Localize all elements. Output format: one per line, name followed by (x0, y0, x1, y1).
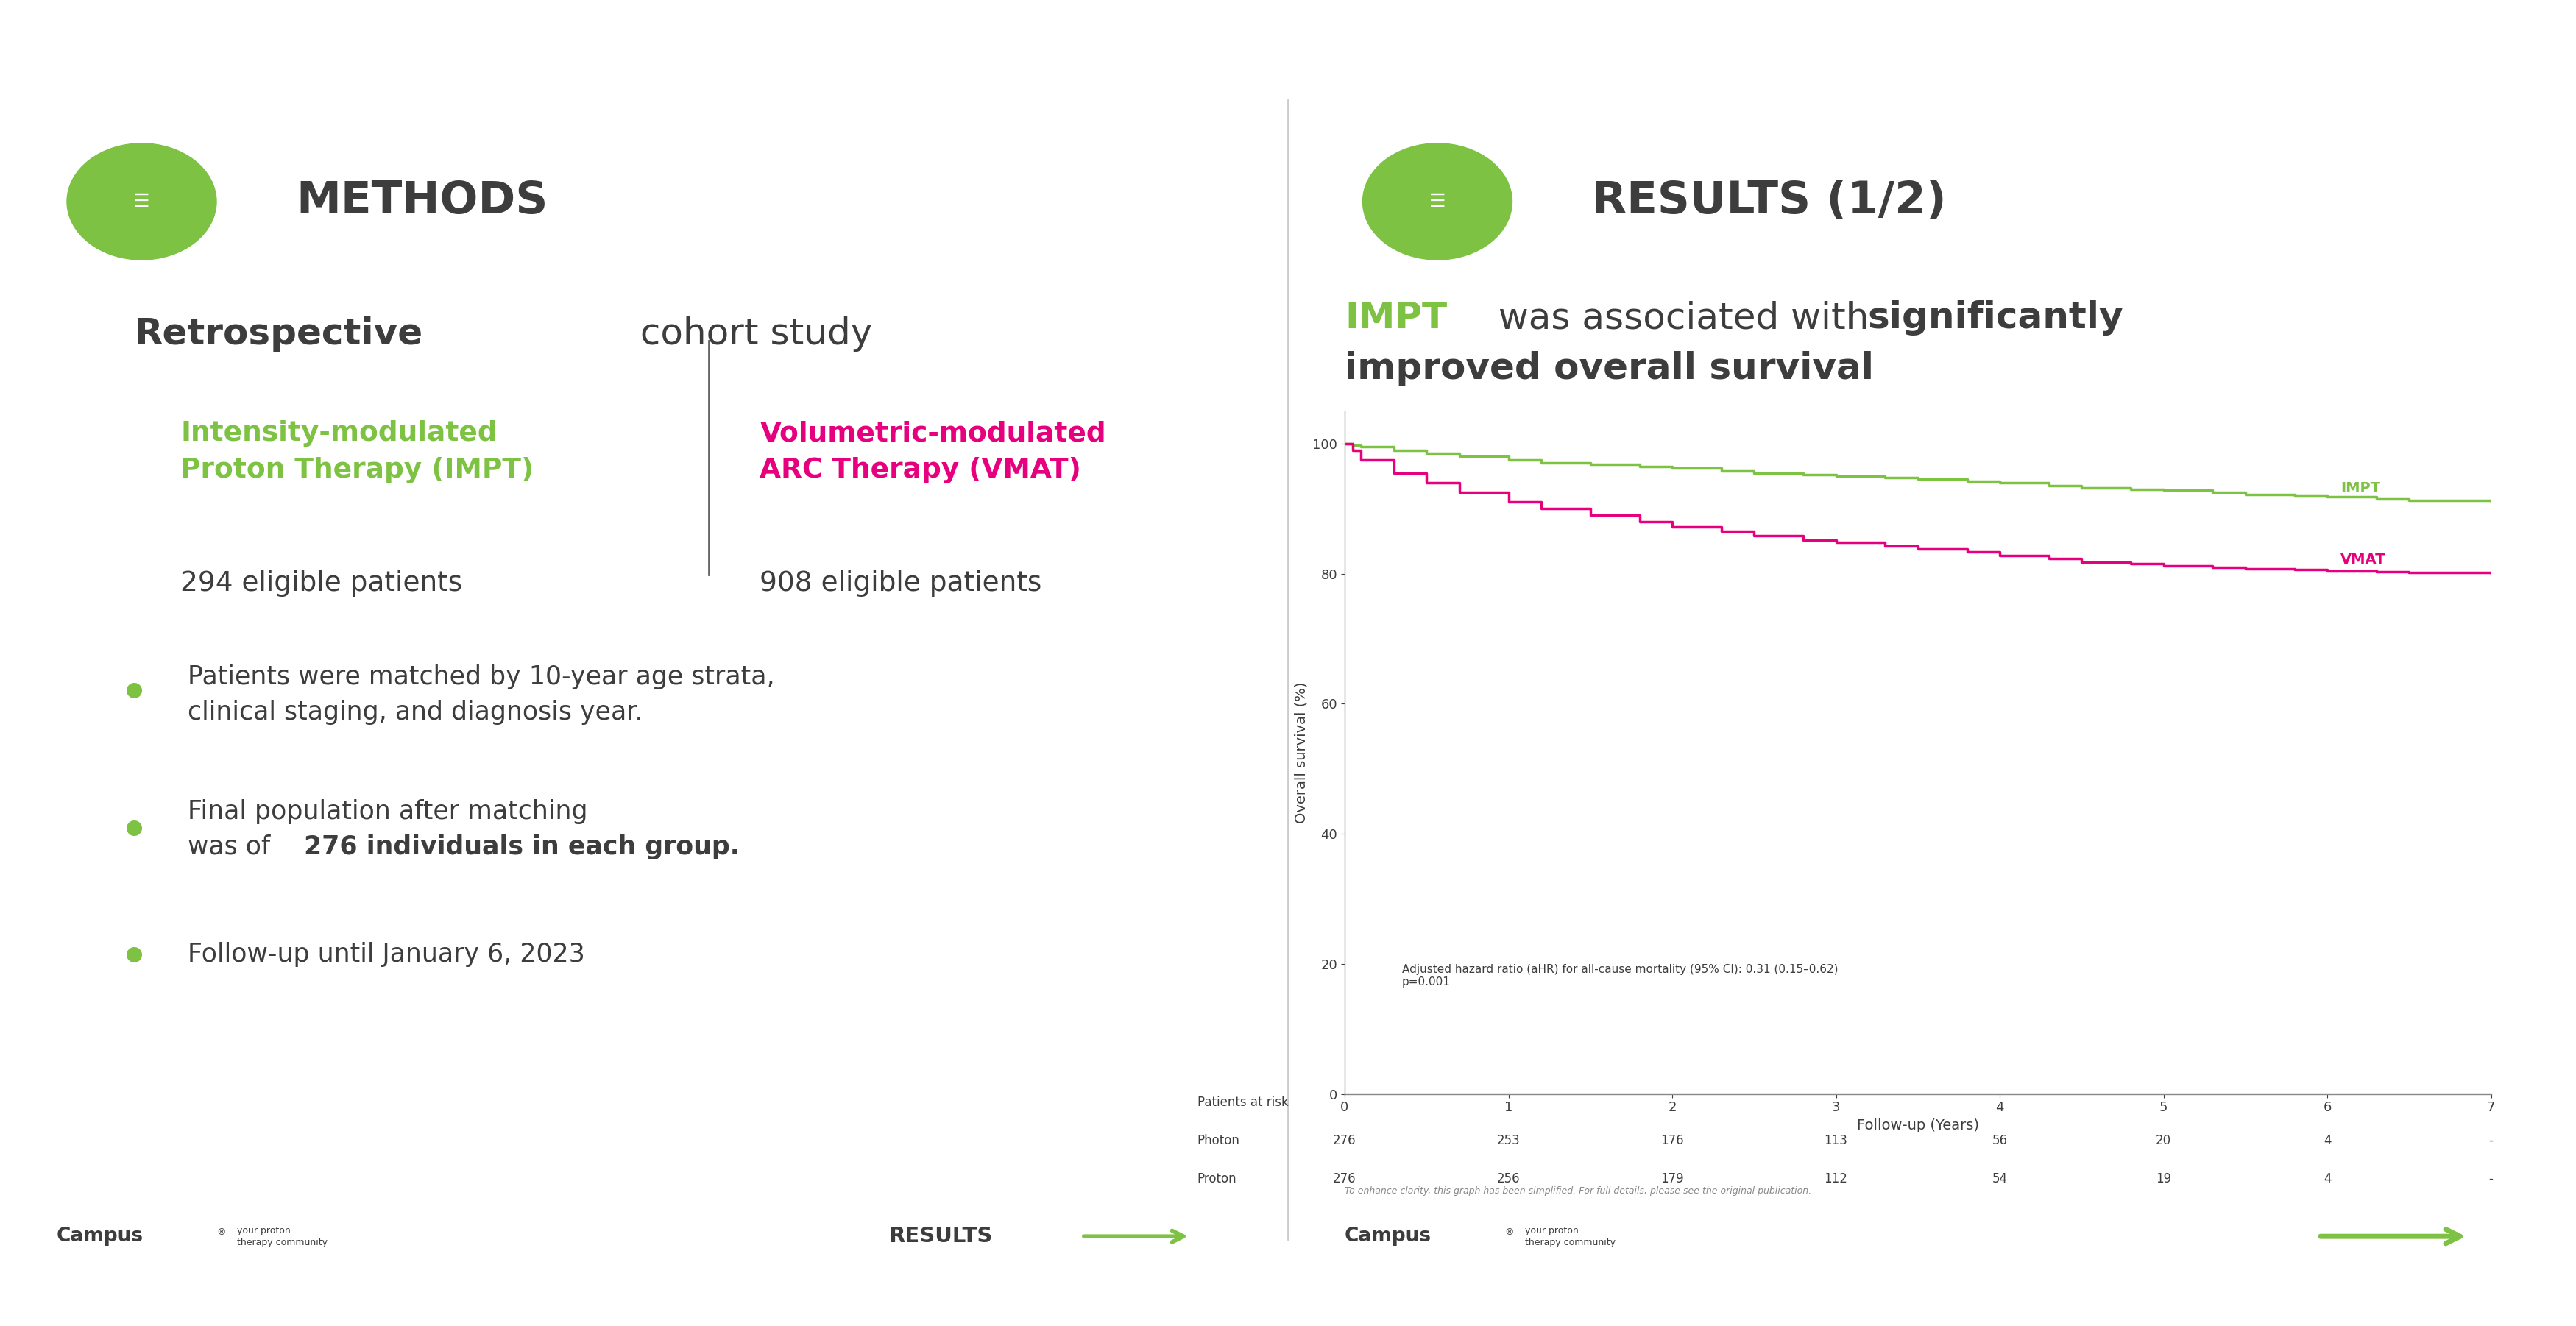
Text: VMAT: VMAT (2342, 553, 2385, 566)
Text: 56: 56 (1991, 1134, 2007, 1147)
Text: cohort study: cohort study (629, 317, 873, 353)
Text: IMPT: IMPT (2342, 481, 2380, 496)
Text: 113: 113 (1824, 1134, 1847, 1147)
FancyArrowPatch shape (1084, 1231, 1182, 1242)
Point (113, 944, 155, 965)
Text: Patients at risk: Patients at risk (1198, 1095, 1288, 1109)
Text: RESULTS (1/2): RESULTS (1/2) (1592, 180, 1947, 223)
Text: significantly: significantly (1868, 300, 2123, 335)
Text: Intensity-modulated
Proton Therapy (IMPT): Intensity-modulated Proton Therapy (IMPT… (180, 420, 533, 484)
Text: ☰: ☰ (134, 192, 149, 211)
Text: 294 eligible patients: 294 eligible patients (180, 570, 464, 597)
Text: your proton
therapy community: your proton therapy community (1525, 1225, 1615, 1246)
Text: IMPT: IMPT (1345, 300, 1448, 335)
Text: 179: 179 (1662, 1172, 1685, 1185)
Text: Proton: Proton (1198, 1172, 1236, 1185)
Y-axis label: Overall survival (%): Overall survival (%) (1296, 682, 1309, 823)
Text: was associated with: was associated with (1486, 300, 1880, 335)
Point (113, 679, 155, 700)
Text: Retrospective: Retrospective (134, 317, 422, 353)
Text: Follow-up until January 6, 2023: Follow-up until January 6, 2023 (188, 941, 585, 967)
Text: 276 individuals in each group.: 276 individuals in each group. (304, 834, 739, 859)
Text: ®: ® (216, 1228, 227, 1237)
X-axis label: Follow-up (Years): Follow-up (Years) (1857, 1118, 1978, 1132)
Text: Patients were matched by 10-year age strata,: Patients were matched by 10-year age str… (188, 664, 775, 690)
FancyArrowPatch shape (2321, 1229, 2460, 1244)
Text: 276: 276 (1332, 1134, 1358, 1147)
Text: 176: 176 (1662, 1134, 1685, 1147)
Text: 4: 4 (2324, 1172, 2331, 1185)
Text: -: - (2488, 1172, 2494, 1185)
Text: 20: 20 (2156, 1134, 2172, 1147)
Text: your proton
therapy community: your proton therapy community (237, 1225, 327, 1246)
Text: improved overall survival: improved overall survival (1345, 351, 1873, 386)
Text: Campus: Campus (57, 1227, 144, 1246)
Text: Photon: Photon (1198, 1134, 1239, 1147)
Text: was of: was of (188, 834, 278, 859)
Text: 908 eligible patients: 908 eligible patients (760, 570, 1043, 597)
Point (113, 817, 155, 838)
Text: 256: 256 (1497, 1172, 1520, 1185)
Text: Volumetric-modulated
ARC Therapy (VMAT): Volumetric-modulated ARC Therapy (VMAT) (760, 420, 1105, 484)
Text: -: - (2488, 1134, 2494, 1147)
Text: clinical staging, and diagnosis year.: clinical staging, and diagnosis year. (188, 700, 644, 725)
Text: 54: 54 (1991, 1172, 2007, 1185)
Text: 19: 19 (2156, 1172, 2172, 1185)
Text: 253: 253 (1497, 1134, 1520, 1147)
Text: 4: 4 (2324, 1134, 2331, 1147)
Ellipse shape (67, 143, 216, 260)
Text: 112: 112 (1824, 1172, 1847, 1185)
Text: RESULTS: RESULTS (889, 1227, 992, 1246)
Text: 276: 276 (1332, 1172, 1358, 1185)
Text: To enhance clarity, this graph has been simplified. For full details, please see: To enhance clarity, this graph has been … (1345, 1185, 1811, 1196)
Text: ☰: ☰ (1430, 192, 1445, 211)
Ellipse shape (1363, 143, 1512, 260)
Text: ®: ® (1504, 1228, 1515, 1237)
Text: Adjusted hazard ratio (aHR) for all-cause mortality (95% CI): 0.31 (0.15–0.62)
p: Adjusted hazard ratio (aHR) for all-caus… (1401, 964, 1839, 988)
Text: Campus: Campus (1345, 1227, 1432, 1246)
Text: METHODS: METHODS (296, 180, 549, 223)
Text: Final population after matching: Final population after matching (188, 798, 587, 823)
